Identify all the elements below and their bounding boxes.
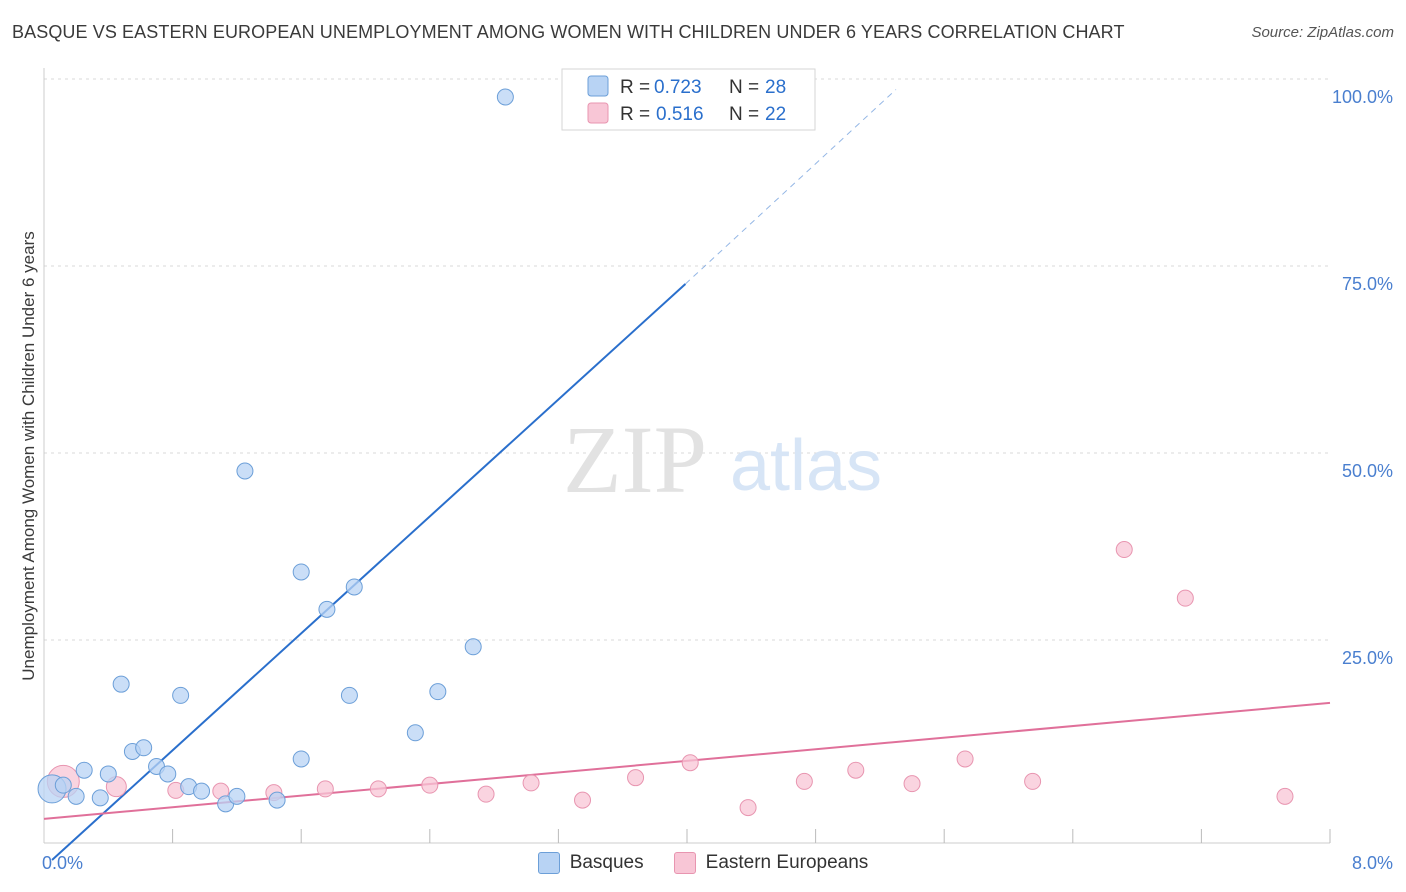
x-tick-label: 0.0% (42, 853, 83, 873)
point-basques (429, 683, 447, 701)
point-basques (54, 776, 72, 794)
watermark-zip: ZIP (563, 406, 707, 513)
point-eastern (739, 799, 757, 817)
point-eastern (681, 754, 699, 772)
axis-layer: 25.0% 50.0% 75.0% 100.0% 0.0% 8.0% (42, 68, 1393, 873)
x-tick-label: 8.0% (1352, 853, 1393, 873)
point-basques (99, 765, 117, 783)
chart-source: Source: ZipAtlas.com (1251, 24, 1394, 41)
legend-bottom: Basques Eastern Europeans (0, 852, 1406, 874)
point-eastern (1024, 772, 1042, 790)
legend-bottom-swatch-basques (537, 852, 560, 874)
point-basques (159, 765, 177, 783)
point-basques (75, 761, 93, 779)
legend-n-label-eastern: N = (729, 104, 759, 125)
point-eastern (421, 776, 439, 794)
point-basques (135, 739, 153, 757)
point-basques (112, 675, 130, 693)
legend-swatch-eastern (587, 102, 609, 124)
point-eastern (369, 780, 387, 798)
point-eastern (956, 750, 974, 768)
point-basques (193, 782, 211, 800)
y-tick-label: 25.0% (1342, 648, 1393, 668)
point-basques (496, 88, 514, 106)
legend-n-value-basques: 28 (765, 77, 786, 98)
legend-r-value-eastern: 0.516 (656, 104, 704, 125)
legend-n-value-eastern: 22 (765, 104, 786, 125)
legend-bottom-label-eastern: Eastern Europeans (705, 852, 869, 873)
point-basques (172, 686, 190, 704)
point-eastern (1115, 541, 1133, 559)
point-eastern (1276, 787, 1294, 805)
grid-layer (44, 78, 1330, 641)
point-eastern (477, 785, 495, 803)
legend-r-label-eastern: R = (620, 104, 650, 125)
point-basques (67, 787, 85, 805)
legend-r-label-basques: R = (620, 77, 650, 98)
chart-title: BASQUE VS EASTERN EUROPEAN UNEMPLOYMENT … (12, 22, 1125, 42)
point-basques (406, 724, 424, 742)
point-basques (268, 791, 286, 809)
point-basques (228, 787, 246, 805)
y-axis-label: Unemployment Among Women with Children U… (19, 231, 38, 680)
legend-r-value-basques: 0.723 (654, 77, 702, 98)
point-eastern (847, 761, 865, 779)
legend-bottom-label-basques: Basques (569, 852, 644, 873)
legend-bottom-swatch-eastern (673, 852, 696, 874)
point-basques (292, 563, 310, 581)
y-tick-label: 100.0% (1332, 87, 1393, 107)
point-eastern (316, 780, 334, 798)
legend-item-eastern[interactable]: Eastern Europeans (673, 852, 869, 874)
point-eastern (903, 775, 921, 793)
watermark-atlas: atlas (730, 426, 882, 506)
watermark: ZIP atlas (563, 406, 882, 513)
point-basques (318, 600, 336, 618)
point-basques (292, 750, 310, 768)
point-eastern (522, 774, 540, 792)
legend-swatch-basques (587, 75, 609, 97)
trendline-basques-extension (685, 89, 897, 285)
y-tick-label: 50.0% (1342, 461, 1393, 481)
point-basques (236, 462, 254, 480)
legend-n-label-basques: N = (729, 77, 759, 98)
legend-box: R = 0.723 N = 28 R = 0.516 N = 22 (561, 68, 816, 131)
point-basques (91, 789, 109, 807)
point-basques (464, 638, 482, 656)
point-basques (345, 578, 363, 596)
point-eastern (574, 791, 592, 809)
point-eastern (627, 769, 645, 787)
point-eastern (1176, 589, 1194, 607)
point-basques (340, 686, 358, 704)
point-eastern (795, 772, 813, 790)
trendline-basques (51, 283, 687, 861)
legend-item-basques[interactable]: Basques (537, 852, 644, 874)
y-tick-label: 75.0% (1342, 274, 1393, 294)
y-axis-label-group: Unemployment Among Women with Children U… (19, 231, 38, 680)
